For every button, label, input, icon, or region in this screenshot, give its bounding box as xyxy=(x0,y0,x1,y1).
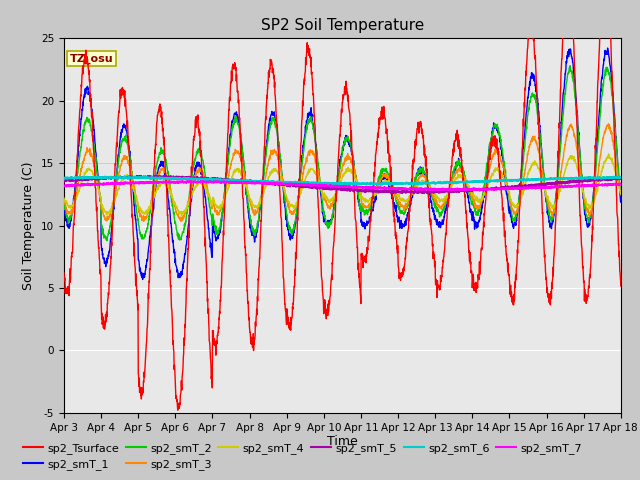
sp2_Tsurface xyxy=(60,270,68,276)
sp2_smT_6 xyxy=(216,178,223,183)
sp2_smT_2 xyxy=(103,238,111,243)
sp2_Tsurface xyxy=(174,408,182,413)
sp2_smT_2 xyxy=(359,208,367,214)
sp2_smT_2 xyxy=(566,63,574,69)
sp2_smT_5 xyxy=(410,191,418,196)
sp2_smT_6 xyxy=(101,174,109,180)
sp2_smT_4 xyxy=(60,195,68,201)
sp2_smT_5 xyxy=(568,179,576,185)
sp2_smT_4 xyxy=(605,151,612,157)
sp2_smT_5 xyxy=(371,188,379,193)
sp2_smT_4 xyxy=(617,192,625,197)
Line: sp2_smT_6: sp2_smT_6 xyxy=(64,177,621,184)
sp2_smT_6 xyxy=(359,180,367,186)
sp2_smT_7 xyxy=(505,186,513,192)
sp2_smT_1 xyxy=(216,227,223,233)
sp2_Tsurface xyxy=(504,272,512,277)
sp2_smT_6 xyxy=(505,178,513,183)
sp2_smT_7 xyxy=(584,183,591,189)
Title: SP2 Soil Temperature: SP2 Soil Temperature xyxy=(260,18,424,33)
sp2_smT_5 xyxy=(359,188,367,193)
sp2_smT_3 xyxy=(568,124,575,130)
X-axis label: Time: Time xyxy=(327,435,358,448)
Line: sp2_Tsurface: sp2_Tsurface xyxy=(64,0,621,410)
sp2_smT_7 xyxy=(359,184,367,190)
sp2_smT_2 xyxy=(371,191,379,197)
sp2_smT_1 xyxy=(617,199,625,205)
sp2_smT_6 xyxy=(568,176,576,181)
sp2_smT_3 xyxy=(60,198,68,204)
sp2_smT_3 xyxy=(371,190,379,196)
sp2_smT_6 xyxy=(617,174,625,180)
sp2_Tsurface xyxy=(617,283,625,289)
sp2_smT_3 xyxy=(584,206,591,212)
Legend: sp2_Tsurface, sp2_smT_1, sp2_smT_2, sp2_smT_3, sp2_smT_4, sp2_smT_5, sp2_smT_6, : sp2_Tsurface, sp2_smT_1, sp2_smT_2, sp2_… xyxy=(19,438,587,474)
sp2_smT_2 xyxy=(584,217,591,223)
sp2_smT_4 xyxy=(371,192,379,198)
Line: sp2_smT_1: sp2_smT_1 xyxy=(64,48,621,279)
sp2_smT_1 xyxy=(60,206,68,212)
sp2_Tsurface xyxy=(568,4,575,10)
sp2_smT_6 xyxy=(371,181,379,187)
sp2_smT_6 xyxy=(584,175,591,180)
sp2_smT_7 xyxy=(60,183,68,189)
sp2_smT_2 xyxy=(568,68,576,74)
Line: sp2_smT_5: sp2_smT_5 xyxy=(64,176,621,193)
Line: sp2_smT_3: sp2_smT_3 xyxy=(64,124,621,221)
sp2_Tsurface xyxy=(359,252,367,258)
sp2_smT_7 xyxy=(617,180,625,186)
sp2_smT_5 xyxy=(161,173,169,179)
sp2_smT_5 xyxy=(505,186,513,192)
sp2_smT_6 xyxy=(60,176,68,182)
sp2_smT_7 xyxy=(428,188,436,193)
sp2_smT_7 xyxy=(186,178,193,184)
sp2_smT_1 xyxy=(604,45,611,51)
sp2_smT_1 xyxy=(371,199,379,205)
sp2_smT_2 xyxy=(504,192,512,197)
sp2_smT_6 xyxy=(352,181,360,187)
sp2_smT_7 xyxy=(568,183,576,189)
sp2_smT_2 xyxy=(617,191,625,197)
sp2_smT_3 xyxy=(140,218,148,224)
Y-axis label: Soil Temperature (C): Soil Temperature (C) xyxy=(22,161,35,290)
Line: sp2_smT_7: sp2_smT_7 xyxy=(64,181,621,191)
sp2_smT_2 xyxy=(60,200,68,205)
sp2_smT_3 xyxy=(605,121,612,127)
sp2_smT_4 xyxy=(359,196,367,202)
sp2_smT_4 xyxy=(504,185,512,191)
sp2_smT_3 xyxy=(617,192,625,197)
sp2_smT_1 xyxy=(568,54,575,60)
sp2_smT_1 xyxy=(584,224,591,229)
sp2_smT_3 xyxy=(504,188,512,194)
sp2_smT_4 xyxy=(216,206,223,212)
sp2_Tsurface xyxy=(584,297,591,303)
sp2_Tsurface xyxy=(371,170,379,176)
sp2_smT_5 xyxy=(216,177,223,183)
sp2_smT_3 xyxy=(216,208,223,214)
sp2_smT_2 xyxy=(216,225,223,230)
sp2_smT_4 xyxy=(584,202,591,207)
Line: sp2_smT_4: sp2_smT_4 xyxy=(64,154,621,216)
sp2_smT_1 xyxy=(504,203,512,209)
Line: sp2_smT_2: sp2_smT_2 xyxy=(64,66,621,240)
sp2_smT_5 xyxy=(60,179,68,184)
sp2_smT_4 xyxy=(178,213,186,218)
sp2_smT_1 xyxy=(359,219,367,225)
sp2_smT_5 xyxy=(584,179,591,184)
sp2_smT_5 xyxy=(617,175,625,181)
sp2_smT_4 xyxy=(568,155,575,160)
sp2_smT_3 xyxy=(359,202,367,208)
sp2_smT_7 xyxy=(216,180,223,185)
sp2_Tsurface xyxy=(216,309,223,314)
Text: TZ_osu: TZ_osu xyxy=(70,53,113,64)
sp2_smT_1 xyxy=(139,276,147,282)
sp2_smT_7 xyxy=(371,185,379,191)
